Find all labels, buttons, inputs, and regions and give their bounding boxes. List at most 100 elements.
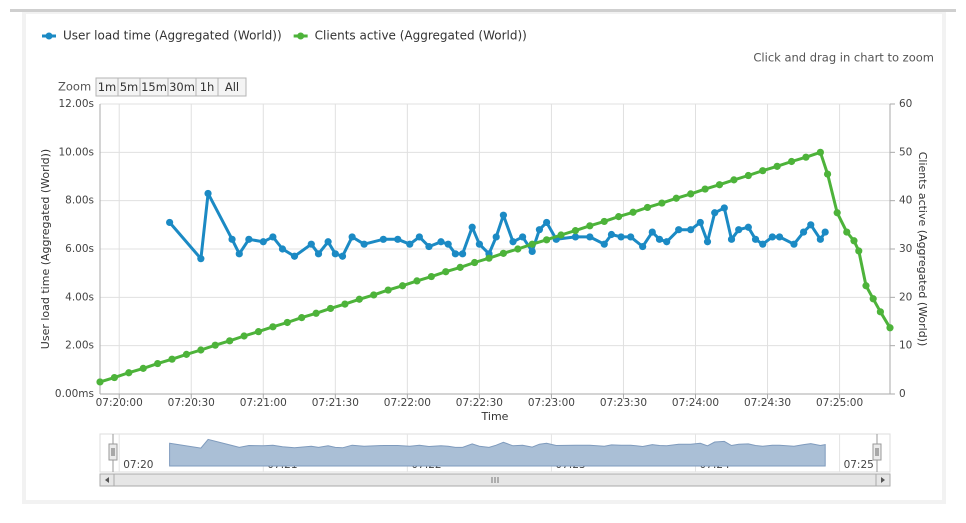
zoom-button-label[interactable]: 1h	[200, 80, 215, 94]
zoom-button-label[interactable]: 30m	[169, 80, 195, 94]
data-point	[278, 245, 287, 253]
y-tick-label: 6.00s	[65, 243, 94, 255]
navigator-label: 07:20	[123, 459, 153, 471]
data-point	[499, 249, 508, 257]
data-point	[833, 209, 841, 217]
data-point	[139, 364, 147, 372]
data-point	[658, 199, 666, 207]
zoom-button-label[interactable]: 1m	[98, 80, 117, 94]
data-point	[768, 233, 776, 241]
data-point	[360, 240, 368, 248]
x-tick-label: 07:25:00	[816, 397, 863, 409]
data-point	[744, 171, 752, 180]
data-point	[571, 233, 580, 241]
data-point	[850, 237, 858, 245]
y-tick-label: 2.00s	[65, 340, 94, 352]
data-point	[468, 223, 476, 231]
data-point	[773, 162, 781, 170]
x-axis-title: Time	[481, 410, 509, 423]
zoom-button-label[interactable]: All	[225, 80, 239, 94]
data-point	[696, 218, 704, 227]
data-point	[314, 250, 323, 258]
data-point	[283, 318, 291, 327]
data-point	[663, 238, 671, 246]
data-point	[802, 153, 810, 161]
top-rule	[10, 9, 956, 12]
legend-label[interactable]: User load time (Aggregated (World))	[63, 29, 282, 43]
data-point	[312, 309, 320, 317]
data-point	[759, 240, 767, 248]
zoom-button-label[interactable]: 5m	[120, 80, 139, 94]
data-point	[110, 373, 119, 382]
legend-swatch	[45, 32, 53, 40]
data-point	[816, 148, 824, 156]
data-point	[751, 235, 760, 243]
data-point	[629, 208, 637, 216]
data-point	[571, 227, 580, 235]
data-point	[245, 235, 253, 243]
y2-tick-label: 60	[899, 98, 912, 110]
data-point	[816, 235, 824, 243]
data-point	[182, 350, 191, 358]
y-tick-label: 0.00ms	[55, 388, 94, 400]
data-point	[807, 221, 815, 229]
legend-label[interactable]: Clients active (Aggregated (World))	[315, 29, 527, 43]
data-point	[331, 250, 339, 258]
data-point	[228, 235, 236, 243]
data-point	[655, 235, 664, 243]
data-point	[869, 295, 877, 303]
data-point	[197, 255, 205, 263]
y2-tick-label: 20	[899, 291, 912, 303]
data-point	[384, 286, 392, 294]
data-point	[451, 250, 459, 258]
x-tick-label: 07:22:30	[456, 397, 503, 409]
data-point	[492, 233, 500, 241]
data-point	[509, 238, 517, 246]
data-point	[607, 230, 616, 239]
data-point	[204, 189, 212, 198]
data-point	[687, 190, 695, 198]
zoom-button[interactable]	[217, 77, 247, 97]
data-point	[226, 337, 234, 345]
x-tick-label: 07:20:30	[168, 397, 215, 409]
data-point	[125, 369, 133, 377]
data-point	[348, 233, 356, 241]
zoom-label: Zoom	[58, 80, 91, 94]
data-point	[442, 268, 450, 276]
zoom-button-label[interactable]: 15m	[141, 80, 167, 94]
data-point	[370, 291, 378, 299]
navigator-handle[interactable]	[872, 443, 882, 461]
navigator-handle[interactable]	[108, 443, 118, 461]
y-axis-title: User load time (Aggregated (World))	[39, 149, 52, 349]
data-point	[617, 233, 625, 241]
data-point	[855, 247, 863, 255]
data-point	[240, 332, 248, 340]
data-point	[543, 236, 551, 244]
data-point	[341, 300, 349, 308]
y2-axis-title: Clients active (Aggregated (World))	[916, 152, 929, 347]
y2-tick-label: 0	[899, 388, 906, 400]
navigator-area	[169, 438, 826, 467]
data-point	[499, 211, 508, 219]
data-point	[648, 228, 656, 236]
data-point	[475, 240, 483, 248]
data-point	[543, 218, 551, 227]
data-point	[96, 378, 104, 386]
data-point	[425, 242, 433, 251]
data-point	[324, 238, 332, 246]
data-point	[821, 228, 829, 236]
data-point	[355, 295, 363, 303]
data-point	[307, 240, 315, 248]
data-point	[415, 233, 423, 241]
data-point	[775, 233, 784, 241]
data-point	[744, 223, 752, 231]
data-point	[235, 250, 243, 258]
data-point	[687, 226, 695, 234]
x-tick-label: 07:24:00	[672, 397, 719, 409]
data-point	[470, 258, 479, 267]
data-point	[759, 167, 767, 175]
data-point	[735, 226, 743, 234]
data-point	[639, 242, 647, 251]
data-point	[528, 240, 536, 248]
